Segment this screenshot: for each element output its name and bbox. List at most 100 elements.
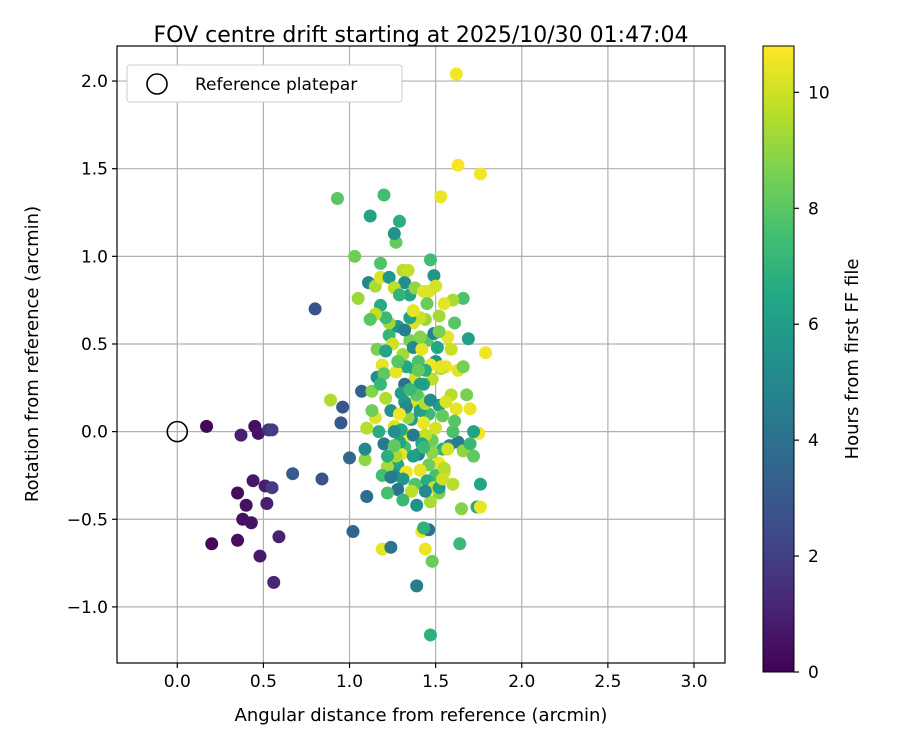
scatter-point — [403, 383, 417, 397]
scatter-point — [234, 428, 248, 442]
scatter-point — [453, 537, 467, 551]
scatter-point — [382, 270, 396, 284]
scatter-point — [265, 423, 279, 437]
x-tick-label: 1.0 — [336, 672, 363, 692]
scatter-point — [205, 537, 219, 551]
scatter-point — [429, 421, 443, 435]
scatter-point — [467, 449, 481, 463]
scatter-point — [446, 425, 460, 439]
y-tick-label: 1.5 — [81, 160, 108, 180]
colorbar: 0 2 4 6 8 10 Hours from first FF file — [762, 45, 863, 683]
scatter-point — [434, 360, 448, 374]
scatter-point — [423, 253, 437, 267]
scatter-point — [351, 291, 365, 305]
scatter-point — [398, 276, 412, 290]
data-points — [200, 67, 493, 642]
scatter-point — [406, 449, 420, 463]
legend-box — [126, 64, 403, 103]
y-tick-label: 0.5 — [81, 335, 108, 355]
scatter-point — [427, 269, 441, 283]
scatter-point — [336, 400, 350, 414]
scatter-point — [374, 377, 388, 391]
scatter-point — [392, 288, 406, 302]
scatter-point — [380, 449, 394, 463]
scatter-point — [251, 426, 265, 440]
scatter-point — [372, 425, 386, 439]
scatter-point — [365, 384, 379, 398]
y-axis-label: Rotation from reference (arcmin) — [22, 206, 43, 502]
reference-platepar-marker — [166, 420, 189, 443]
scatter-point — [425, 554, 439, 568]
scatter-point — [379, 344, 393, 358]
scatter-point — [272, 530, 286, 544]
scatter-point — [360, 489, 374, 503]
scatter-point — [380, 486, 394, 500]
scatter-point — [398, 323, 412, 337]
x-tick-label: 1.5 — [422, 672, 449, 692]
colorbar-tick-label: 0 — [808, 663, 819, 683]
scatter-point — [244, 516, 258, 530]
scatter-point — [436, 472, 450, 486]
scatter-point — [334, 416, 348, 430]
scatter-point — [448, 414, 462, 428]
x-tick-label: 2.5 — [594, 672, 621, 692]
scatter-point — [405, 484, 419, 498]
colorbar-tick-label: 4 — [808, 431, 819, 451]
scatter-point — [389, 365, 403, 379]
scatter-point — [384, 470, 398, 484]
scatter-point — [432, 309, 446, 323]
scatter-point — [473, 477, 487, 491]
scatter-point — [461, 332, 475, 346]
scatter-point — [473, 500, 487, 514]
colorbar-tick-label: 6 — [808, 315, 819, 335]
colorbar-tick-label: 10 — [808, 83, 830, 103]
scatter-point — [358, 442, 372, 456]
chart-title: FOV centre drift starting at 2025/10/30 … — [154, 23, 689, 48]
scatter-point — [411, 363, 425, 377]
scatter-point — [410, 498, 424, 512]
scatter-point — [200, 419, 214, 433]
scatter-point — [355, 384, 369, 398]
scatter-point — [444, 342, 458, 356]
scatter-point — [418, 484, 432, 498]
scatter-point — [374, 256, 388, 270]
scatter-point — [413, 330, 427, 344]
legend-reference-label: Reference platepar — [195, 75, 357, 95]
scatter-point — [413, 463, 427, 477]
scatter-point — [358, 453, 372, 467]
scatter-point — [324, 393, 338, 407]
scatter-point — [448, 316, 462, 330]
scatter-point — [286, 467, 300, 481]
scatter-point — [456, 291, 470, 305]
scatter-point — [432, 325, 446, 339]
colorbar-tick-label: 8 — [808, 199, 819, 219]
scatter-point — [460, 388, 474, 402]
y-axis-ticks: −1.0 −0.5 0.0 0.5 1.0 1.5 2.0 — [67, 72, 117, 618]
colorbar-label: Hours from first FF file — [842, 259, 863, 460]
x-tick-label: 3.0 — [680, 672, 707, 692]
scatter-point — [363, 312, 377, 326]
x-axis-ticks: 0.0 0.5 1.0 1.5 2.0 2.5 3.0 — [164, 663, 708, 692]
scatter-point — [439, 395, 453, 409]
scatter-point — [406, 304, 420, 318]
scatter-point — [456, 360, 470, 374]
scatter-point — [423, 393, 437, 407]
scatter-point — [417, 440, 431, 454]
scatter-point — [384, 540, 398, 554]
x-tick-label: 0.5 — [250, 672, 277, 692]
scatter-point — [231, 486, 245, 500]
scatter-point — [346, 525, 360, 539]
scatter-point — [463, 437, 477, 451]
scatter-point — [451, 158, 465, 172]
y-tick-label: −0.5 — [67, 510, 108, 530]
scatter-point — [387, 439, 401, 453]
x-tick-label: 0.0 — [164, 672, 191, 692]
scatter-point — [387, 425, 401, 439]
scatter-point — [267, 575, 281, 589]
scatter-point — [415, 342, 429, 356]
x-axis-label: Angular distance from reference (arcmin) — [235, 705, 608, 726]
scatter-point — [449, 67, 463, 81]
scatter-point — [246, 474, 260, 488]
scatter-point — [377, 188, 391, 202]
